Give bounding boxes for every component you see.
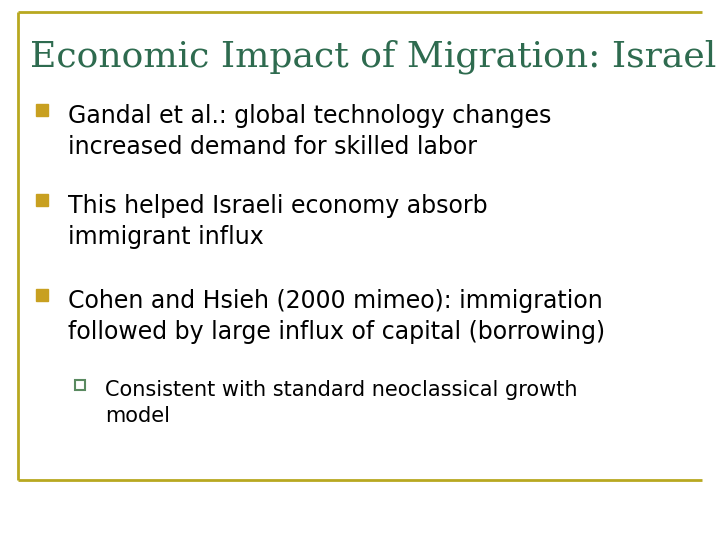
Text: Economic Impact of Migration: Israel: Economic Impact of Migration: Israel	[30, 40, 716, 75]
Text: Consistent with standard neoclassical growth
model: Consistent with standard neoclassical gr…	[105, 380, 577, 426]
Text: Cohen and Hsieh (2000 mimeo): immigration
followed by large influx of capital (b: Cohen and Hsieh (2000 mimeo): immigratio…	[68, 289, 605, 343]
Text: Gandal et al.: global technology changes
increased demand for skilled labor: Gandal et al.: global technology changes…	[68, 104, 552, 159]
Text: This helped Israeli economy absorb
immigrant influx: This helped Israeli economy absorb immig…	[68, 194, 487, 248]
